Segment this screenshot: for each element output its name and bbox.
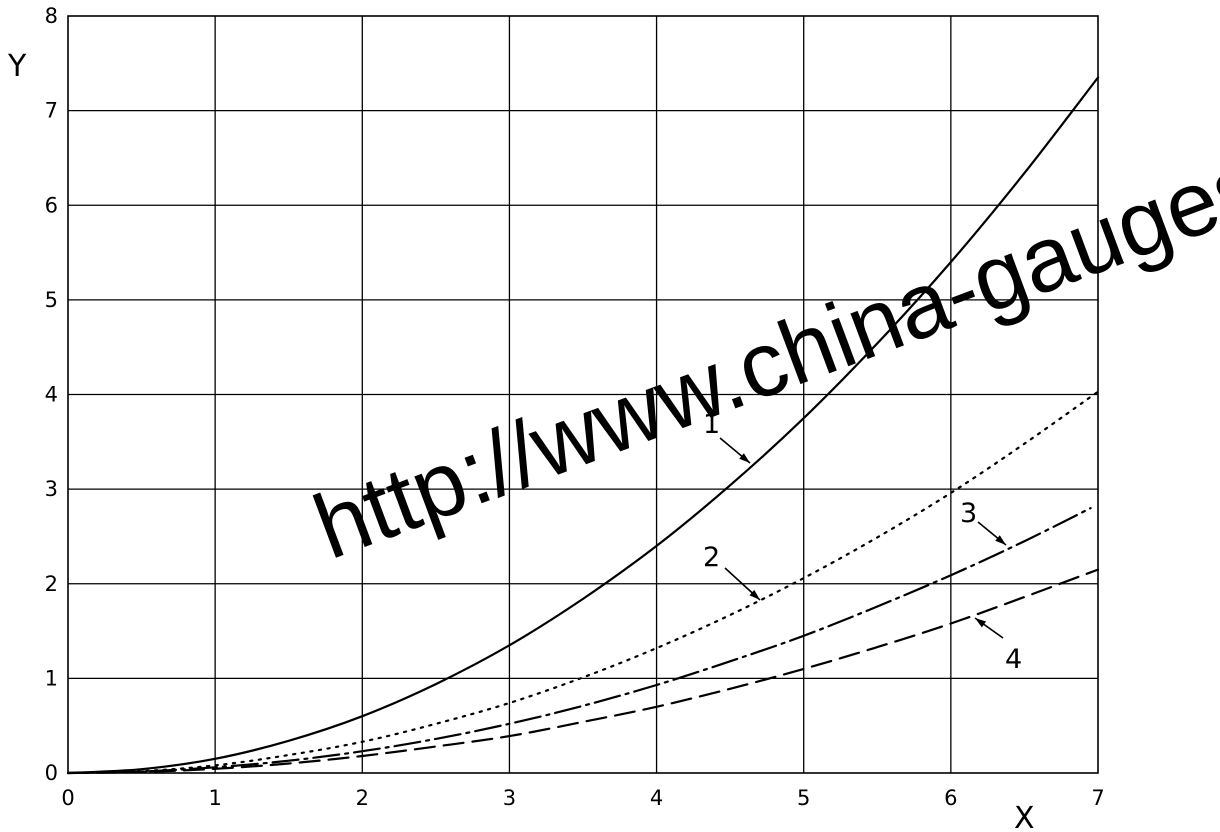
plot-frame (67, 15, 1099, 774)
y-tick-label: 5 (45, 288, 58, 312)
y-tick-label: 1 (45, 666, 58, 690)
x-tick-label: 3 (503, 786, 516, 810)
leader-arrowhead-3 (995, 535, 1006, 545)
y-tick-label: 6 (45, 193, 58, 217)
x-axis-title: X (1014, 801, 1035, 832)
leader-arrowhead-4 (975, 618, 987, 628)
x-tick-label: 2 (356, 786, 369, 810)
x-tick-label: 0 (61, 786, 74, 810)
y-tick-label: 3 (45, 477, 58, 501)
curve-labels: 1 2 3 4 (703, 409, 1022, 675)
y-axis-title: Y (7, 49, 27, 84)
plot-border (67, 15, 1099, 774)
leader-arrowhead-1 (739, 453, 750, 463)
y-tick-label: 8 (45, 4, 58, 28)
x-tick-label: 5 (797, 786, 810, 810)
curve-3 (66, 507, 1092, 775)
x-axis-ticks: 0 1 2 3 4 5 6 7 (61, 786, 1104, 810)
y-axis-ticks: 0 1 2 3 4 5 6 7 8 (45, 4, 58, 785)
x-tick-label: 6 (944, 786, 957, 810)
x-tick-label: 1 (208, 786, 221, 810)
grid (68, 16, 1098, 773)
curve-label-1: 1 (703, 409, 720, 440)
y-tick-label: 0 (45, 761, 58, 785)
curve-4 (66, 568, 1100, 775)
curves (66, 76, 1100, 775)
curve-2 (66, 390, 1100, 775)
curve-label-2: 2 (703, 542, 720, 573)
y-tick-label: 2 (45, 572, 58, 596)
leader-arrowhead-2 (749, 589, 760, 600)
watermark-text: http://www.china-gauges.com/ (301, 53, 1220, 578)
y-tick-label: 7 (45, 99, 58, 123)
y-tick-label: 4 (45, 383, 58, 407)
curve-1 (66, 76, 1100, 775)
curve-label-4: 4 (1005, 644, 1022, 675)
x-tick-label: 7 (1091, 786, 1104, 810)
curve-label-3: 3 (960, 498, 977, 529)
x-tick-label: 4 (650, 786, 663, 810)
